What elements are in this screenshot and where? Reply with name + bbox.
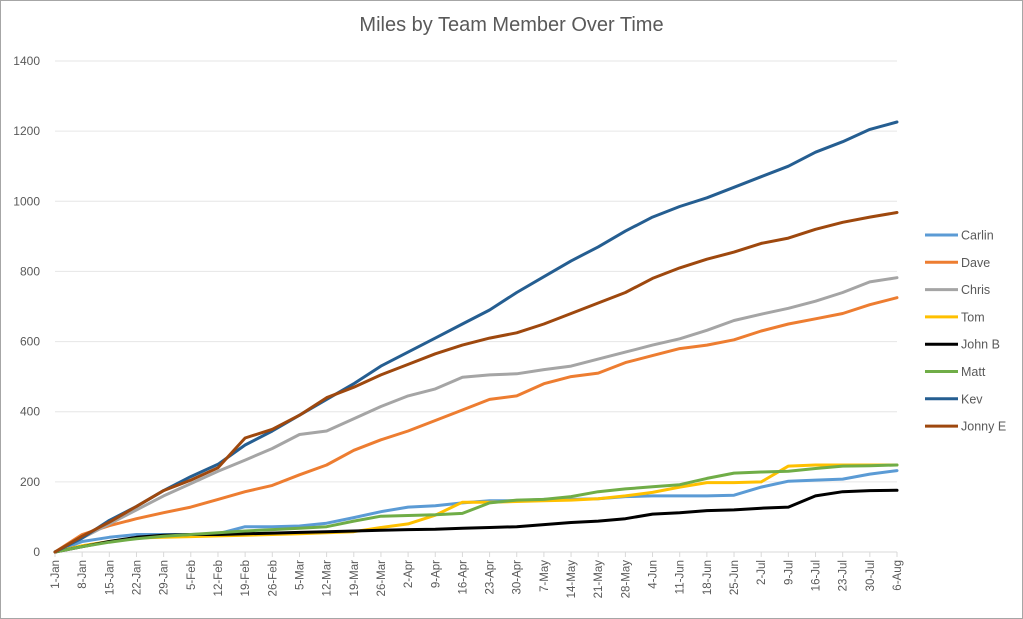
- y-tick-label: 200: [20, 475, 40, 489]
- y-tick-label: 1200: [13, 124, 40, 138]
- series-line-dave: [53, 296, 899, 554]
- x-tick-label: 28-May: [620, 560, 632, 599]
- x-tick-label: 5-Mar: [294, 560, 306, 590]
- x-tick-label: 6-Aug: [892, 560, 904, 591]
- x-tick-label: 2-Jul: [756, 560, 768, 585]
- y-tick-label: 1000: [13, 194, 40, 208]
- legend-label: Jonny E: [961, 420, 1006, 434]
- y-axis-ticks: 0 200 400 600 800 1000 1200 1400: [13, 54, 40, 559]
- x-tick-label: 19-Feb: [240, 560, 252, 596]
- chart-title: Miles by Team Member Over Time: [359, 14, 664, 36]
- x-tick-label: 11-Jun: [675, 560, 687, 594]
- x-tick-label: 29-Jan: [159, 560, 171, 595]
- x-tick-label: 16-Apr: [457, 560, 469, 595]
- legend-item: Carlin: [925, 229, 994, 243]
- legend-item: Matt: [925, 365, 986, 379]
- x-tick-label: 5-Feb: [186, 560, 198, 590]
- series-line-kev: [53, 120, 899, 554]
- x-tick-label: 7-May: [539, 560, 551, 592]
- legend-item: Kev: [925, 392, 983, 406]
- x-tick-label: 1-Jan: [50, 560, 62, 589]
- legend-item: Chris: [925, 283, 990, 297]
- y-tick-label: 0: [33, 545, 40, 559]
- x-tick-label: 21-May: [593, 560, 605, 599]
- series-lines: [53, 120, 899, 554]
- x-tick-label: 9-Apr: [430, 560, 442, 588]
- x-tick-label: 25-Jun: [729, 560, 741, 595]
- x-axis: 1-Jan 8-Jan 15-Jan 22-Jan 29-Jan 5-Feb 12-Feb 1…: [50, 552, 904, 598]
- x-tick-label: 22-Jan: [131, 560, 143, 595]
- x-tick-label: 23-Jul: [838, 560, 850, 591]
- series-line-tom: [53, 463, 899, 554]
- x-tick-label: 12-Mar: [322, 560, 334, 597]
- x-tick-label: 26-Mar: [376, 560, 388, 597]
- y-tick-label: 400: [20, 405, 40, 419]
- x-tick-label: 15-Jan: [104, 560, 116, 595]
- x-tick-label: 30-Apr: [512, 560, 524, 595]
- y-tick-label: 600: [20, 335, 40, 349]
- legend-label: Carlin: [961, 229, 994, 243]
- y-tick-label: 1400: [13, 54, 40, 68]
- x-tick-label: 26-Feb: [267, 560, 279, 596]
- legend-label: Matt: [961, 365, 986, 379]
- x-tick-label: 16-Jul: [811, 560, 823, 591]
- legend-item: Jonny E: [925, 420, 1006, 434]
- series-line-chris: [53, 276, 899, 554]
- x-tick-label: 9-Jul: [783, 560, 795, 585]
- legend-item: Dave: [925, 256, 990, 270]
- legend-label: Kev: [961, 392, 983, 406]
- x-tick-label: 4-Jun: [648, 560, 660, 589]
- legend-label: John B: [961, 338, 1000, 352]
- legend-item: Tom: [925, 310, 985, 324]
- x-tick-label: 14-May: [566, 560, 578, 599]
- legend-label: Chris: [961, 283, 990, 297]
- legend-item: John B: [925, 338, 1000, 352]
- series-line-matt: [53, 463, 899, 554]
- x-tick-label: 18-Jun: [702, 560, 714, 595]
- x-tick-label: 2-Apr: [403, 560, 415, 588]
- x-tick-label: 23-Apr: [485, 560, 497, 595]
- legend-label: Dave: [961, 256, 990, 270]
- x-tick-label: 19-Mar: [349, 560, 361, 597]
- x-tick-label: 12-Feb: [213, 560, 225, 596]
- x-tick-label: 8-Jan: [77, 560, 89, 589]
- legend: Carlin Dave Chris Tom John B Matt Kev Jonny E: [925, 229, 1006, 434]
- legend-label: Tom: [961, 310, 985, 324]
- y-tick-label: 800: [20, 264, 40, 278]
- series-line-jonny-e: [53, 211, 899, 554]
- series-line-john-b: [53, 488, 899, 554]
- x-tick-label: 30-Jul: [865, 560, 877, 591]
- gridlines: [55, 60, 897, 553]
